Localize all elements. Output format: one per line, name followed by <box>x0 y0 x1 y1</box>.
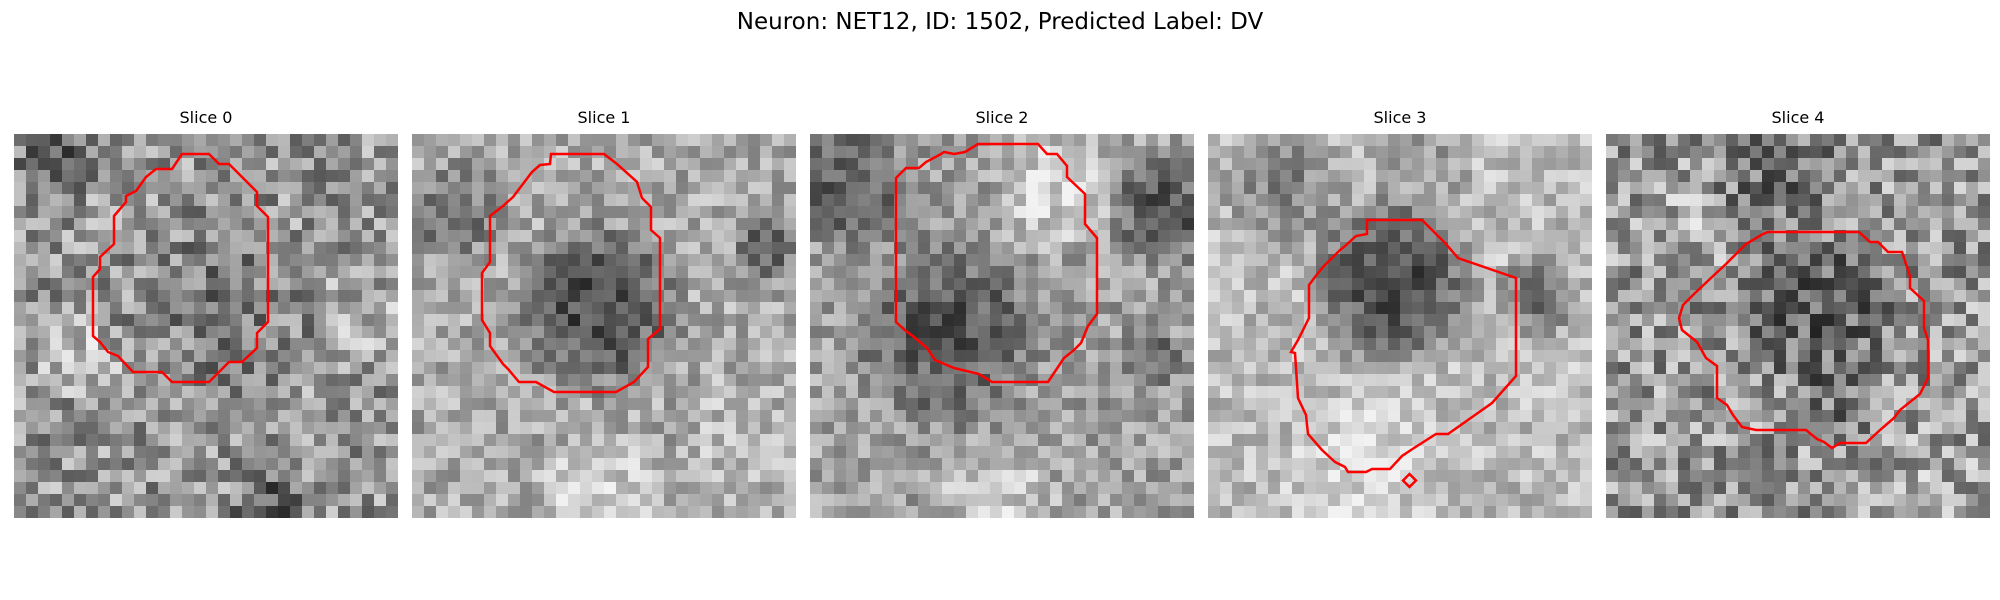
cell-contour-2 <box>894 142 1099 384</box>
slice-panel-3: Slice 3 <box>1208 108 1592 518</box>
cell-contour-3-fragment <box>1401 472 1418 489</box>
slice-image-3 <box>1208 134 1592 518</box>
slice-image-1 <box>412 134 796 518</box>
slice-title-0: Slice 0 <box>179 108 233 127</box>
slice-title-2: Slice 2 <box>975 108 1029 127</box>
slice-panel-1: Slice 1 <box>412 108 796 518</box>
cell-contour-3 <box>1289 218 1518 474</box>
slice-image-4 <box>1606 134 1990 518</box>
slice-title-4: Slice 4 <box>1771 108 1825 127</box>
figure-title: Neuron: NET12, ID: 1502, Predicted Label… <box>736 9 1264 35</box>
cell-contour-4 <box>1677 230 1930 450</box>
slice-image-2 <box>810 134 1194 518</box>
slice-image-0 <box>14 134 398 518</box>
slice-title-1: Slice 1 <box>577 108 631 127</box>
slice-panel-4: Slice 4 <box>1606 108 1990 518</box>
slice-panel-2: Slice 2 <box>810 108 1194 518</box>
cell-contour-0 <box>91 152 270 384</box>
slice-title-3: Slice 3 <box>1373 108 1427 127</box>
cell-contour-1 <box>480 152 662 394</box>
slice-panel-0: Slice 0 <box>14 108 398 518</box>
